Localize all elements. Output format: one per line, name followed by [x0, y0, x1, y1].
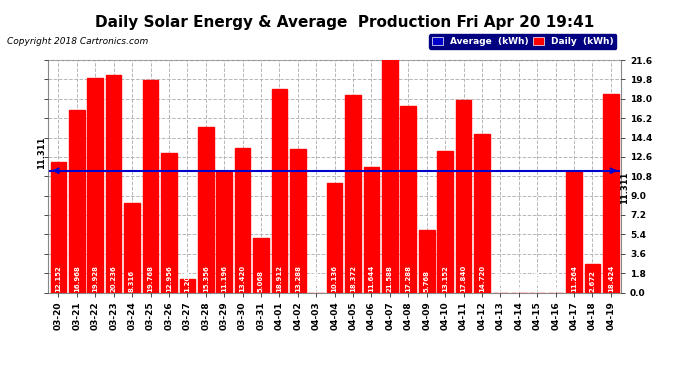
Bar	[455, 100, 471, 292]
Text: 11.311: 11.311	[620, 171, 629, 204]
Bar	[217, 172, 232, 292]
Bar	[50, 162, 66, 292]
Text: Daily Solar Energy & Average  Production Fri Apr 20 19:41: Daily Solar Energy & Average Production …	[95, 15, 595, 30]
Bar	[364, 167, 380, 292]
Bar	[327, 183, 342, 292]
Text: 1.208: 1.208	[184, 270, 190, 292]
Bar	[106, 75, 121, 292]
Text: 16.968: 16.968	[74, 265, 80, 292]
Legend: Average  (kWh), Daily  (kWh): Average (kWh), Daily (kWh)	[429, 34, 616, 49]
Bar	[290, 150, 306, 292]
Text: 15.356: 15.356	[203, 265, 209, 292]
Text: 20.236: 20.236	[110, 265, 117, 292]
Text: 2.672: 2.672	[589, 270, 595, 292]
Bar	[143, 80, 158, 292]
Text: 21.588: 21.588	[387, 265, 393, 292]
Bar	[161, 153, 177, 292]
Bar	[198, 127, 214, 292]
Text: 0.000: 0.000	[313, 269, 319, 292]
Bar	[584, 264, 600, 292]
Text: Copyright 2018 Cartronics.com: Copyright 2018 Cartronics.com	[7, 38, 148, 46]
Text: 12.152: 12.152	[55, 265, 61, 292]
Text: 5.068: 5.068	[258, 270, 264, 292]
Bar	[69, 110, 85, 292]
Text: 0.000: 0.000	[497, 269, 504, 292]
Bar	[253, 238, 269, 292]
Text: 13.288: 13.288	[295, 265, 301, 292]
Bar	[124, 203, 140, 292]
Bar	[437, 151, 453, 292]
Text: 0.000: 0.000	[534, 269, 540, 292]
Text: 14.720: 14.720	[479, 264, 485, 292]
Text: 10.136: 10.136	[332, 265, 337, 292]
Text: 13.420: 13.420	[239, 264, 246, 292]
Bar	[345, 95, 361, 292]
Bar	[235, 148, 250, 292]
Text: 19.768: 19.768	[148, 265, 153, 292]
Bar	[400, 106, 416, 292]
Bar	[419, 230, 435, 292]
Text: 18.912: 18.912	[277, 265, 282, 292]
Text: 11.196: 11.196	[221, 265, 227, 292]
Text: 5.768: 5.768	[424, 270, 430, 292]
Bar	[566, 171, 582, 292]
Bar	[603, 94, 619, 292]
Bar	[272, 89, 287, 292]
Text: 11.644: 11.644	[368, 264, 375, 292]
Text: 8.316: 8.316	[129, 270, 135, 292]
Text: 11.264: 11.264	[571, 265, 577, 292]
Bar	[88, 78, 103, 292]
Text: 17.840: 17.840	[460, 264, 466, 292]
Text: 13.152: 13.152	[442, 265, 448, 292]
Text: 12.956: 12.956	[166, 265, 172, 292]
Text: 0.000: 0.000	[516, 269, 522, 292]
Text: 11.311: 11.311	[37, 136, 46, 169]
Text: 17.288: 17.288	[405, 265, 411, 292]
Text: 0.000: 0.000	[553, 269, 559, 292]
Bar	[382, 60, 397, 292]
Bar	[474, 134, 490, 292]
Text: 18.424: 18.424	[608, 264, 614, 292]
Text: 18.372: 18.372	[350, 265, 356, 292]
Bar	[179, 279, 195, 292]
Text: 19.928: 19.928	[92, 265, 98, 292]
